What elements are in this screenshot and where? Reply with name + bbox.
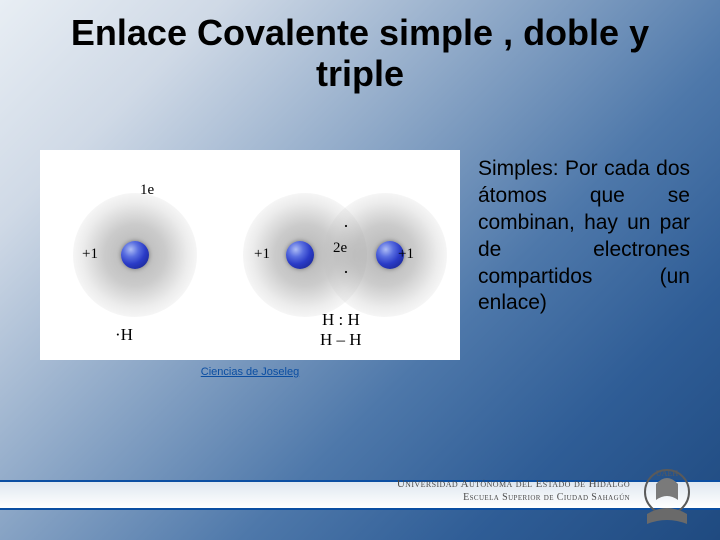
footer-school: Escuela Superior de Ciudad Sahagún xyxy=(260,492,630,505)
label-hh-lewis: H : H xyxy=(322,310,360,330)
logo-text: UAEH xyxy=(656,469,678,478)
bond-diagram: 1e +1 ·H 2e +1 +1 · · H : H H – H xyxy=(40,150,460,360)
footer-text: Universidad Autónoma del Estado de Hidal… xyxy=(260,478,630,504)
footer: Universidad Autónoma del Estado de Hidal… xyxy=(0,462,720,540)
body-paragraph: Simples: Por cada dos átomos que se comb… xyxy=(478,150,690,317)
dot-bottom: · xyxy=(343,262,349,283)
label-plus1-left: +1 xyxy=(254,246,270,263)
label-1e: 1e xyxy=(140,182,154,199)
label-hh-bond: H – H xyxy=(320,330,362,350)
slide-title: Enlace Covalente simple , doble y triple xyxy=(30,12,690,95)
nucleus-single xyxy=(121,241,149,269)
diagram-column: 1e +1 ·H 2e +1 +1 · · H : H H – H Cienci… xyxy=(40,150,460,378)
label-plus1-single: +1 xyxy=(82,246,98,263)
content-row: 1e +1 ·H 2e +1 +1 · · H : H H – H Cienci… xyxy=(40,150,690,378)
label-dotH: ·H xyxy=(115,325,133,345)
footer-university: Universidad Autónoma del Estado de Hidal… xyxy=(260,478,630,492)
nucleus-left xyxy=(286,241,314,269)
image-credit-link[interactable]: Ciencias de Joseleg xyxy=(40,366,460,378)
label-2e: 2e xyxy=(333,240,347,257)
label-plus1-right: +1 xyxy=(398,246,414,263)
uaeh-logo-icon: UAEH xyxy=(632,462,702,532)
slide: Enlace Covalente simple , doble y triple… xyxy=(0,0,720,540)
dot-top: · xyxy=(343,216,349,237)
